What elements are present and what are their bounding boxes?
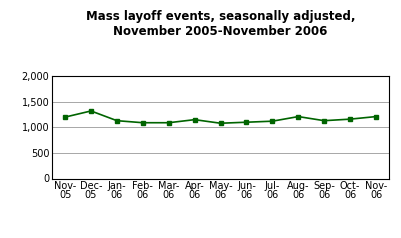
Text: Mass layoff events, seasonally adjusted,
November 2005-November 2006: Mass layoff events, seasonally adjusted,… <box>86 10 355 38</box>
